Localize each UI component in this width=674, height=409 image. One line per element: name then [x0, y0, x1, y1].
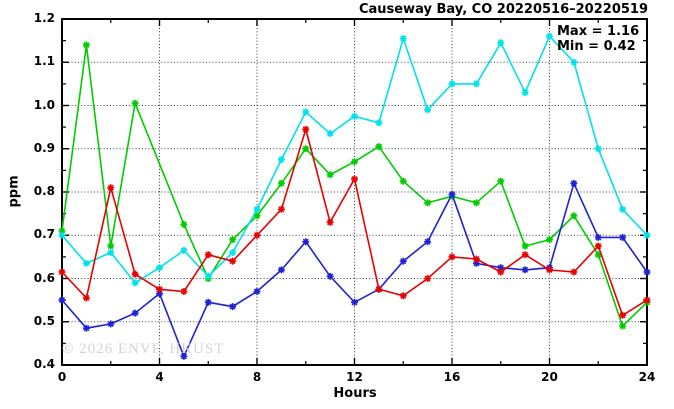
x-tick-label: 8 — [252, 370, 262, 384]
gridlines — [62, 19, 647, 365]
y-tick-label: 1.0 — [33, 97, 55, 112]
x-tick-label: 24 — [638, 370, 656, 384]
min-annotation: Min = 0.42 — [557, 39, 636, 54]
y-tick-label: 0.9 — [33, 140, 55, 155]
series-green-markers — [58, 41, 651, 330]
max-annotation: Max = 1.16 — [557, 24, 640, 39]
x-tick-label: 12 — [346, 370, 363, 384]
series-cyan-markers — [58, 32, 651, 287]
x-tick-label: 4 — [155, 370, 164, 384]
y-tick-label: 0.7 — [33, 227, 55, 242]
y-tick-label: 1.1 — [33, 54, 55, 69]
series-red-markers — [58, 125, 651, 319]
y-tick-label: 0.8 — [33, 184, 55, 198]
y-tick-label: 0.6 — [33, 270, 55, 285]
y-tick-label: 0.5 — [33, 313, 55, 328]
series-blue-line — [61, 181, 648, 359]
x-tick-label: 0 — [57, 370, 67, 384]
y-tick-label: 1.2 — [33, 11, 55, 25]
series-green-line — [61, 44, 648, 328]
y-tick-label: 0.4 — [33, 357, 55, 371]
x-axis-label: Hours — [333, 386, 377, 401]
chart-title: Causeway Bay, CO 20220516–20220519 — [358, 2, 648, 17]
x-tick-label: 16 — [443, 370, 461, 384]
watermark: © 2026 ENVF, HKUST — [62, 341, 225, 357]
max-min-annotation: Max = 1.16 Min = 0.42 — [557, 24, 639, 54]
x-tick-label: 20 — [541, 370, 558, 384]
